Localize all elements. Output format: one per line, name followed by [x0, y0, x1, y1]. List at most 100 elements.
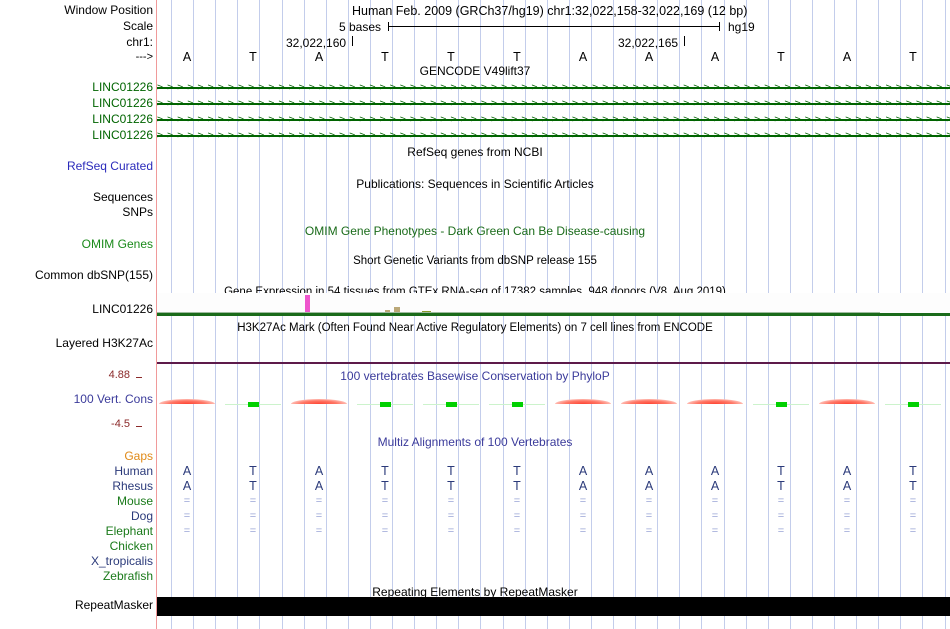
alignment-gap-elephant: = — [183, 525, 191, 537]
alignment-base-human: T — [249, 464, 257, 478]
conservation-axis-min-dash — [136, 426, 142, 427]
strand-arrow-icon: >>>>>>>>>>>>>>>>>>>>>>>>>>>>>>>>>>>>>>>>… — [157, 130, 950, 141]
alignment-gap-mouse: = — [909, 495, 917, 507]
alignment-gap-mouse: = — [843, 495, 851, 507]
alignment-base-rhesus: A — [182, 479, 192, 493]
phylop-conservation-plot[interactable] — [157, 370, 950, 438]
chrom-label: chr1: — [126, 35, 153, 49]
gtex-bar-magenta — [305, 295, 310, 314]
species-label[interactable]: Rhesus — [112, 479, 153, 493]
conservation-datapoint — [248, 402, 259, 407]
alignment-gap-elephant: = — [513, 525, 521, 537]
repeatmasker-feature-bar[interactable] — [157, 597, 950, 616]
strand-arrow-icon: >>>>>>>>>>>>>>>>>>>>>>>>>>>>>>>>>>>>>>>>… — [157, 82, 950, 93]
species-label[interactable]: Mouse — [116, 494, 153, 508]
window-position-label: Window Position — [64, 3, 153, 17]
species-label[interactable]: Human — [114, 464, 153, 478]
sequence-base: A — [842, 50, 852, 64]
layered-h3k27ac-label[interactable]: Layered H3K27Ac — [55, 336, 153, 350]
conservation-axis-max: 4.88 — [108, 369, 130, 381]
gencode-gene-label[interactable]: LINC01226 — [92, 128, 153, 142]
coord-left-label: 32,022,160 — [286, 36, 347, 50]
strand-label: ---> — [135, 51, 153, 63]
conservation-axis-max-dash — [136, 377, 142, 378]
alignment-base-rhesus: T — [777, 479, 785, 493]
alignment-base-rhesus: A — [710, 479, 720, 493]
conservation-datapoint — [291, 399, 347, 404]
alignment-base-human: T — [513, 464, 521, 478]
species-label[interactable]: Zebrafish — [102, 569, 153, 583]
strand-arrow-icon: >>>>>>>>>>>>>>>>>>>>>>>>>>>>>>>>>>>>>>>>… — [157, 98, 950, 109]
alignment-base-human: T — [447, 464, 455, 478]
common-dbsnp-label[interactable]: Common dbSNP(155) — [34, 268, 153, 282]
alignment-gap-elephant: = — [777, 525, 785, 537]
gencode-track-title: GENCODE V49lift37 — [419, 64, 531, 78]
alignment-gap-elephant: = — [315, 525, 323, 537]
alignment-gap-dog: = — [315, 510, 323, 522]
alignment-gap-dog: = — [711, 510, 719, 522]
window-left-edge-line — [156, 0, 157, 629]
omim-genes-label[interactable]: OMIM Genes — [81, 237, 153, 251]
alignment-base-rhesus: A — [842, 479, 852, 493]
gencode-gene-row[interactable]: >>>>>>>>>>>>>>>>>>>>>>>>>>>>>>>>>>>>>>>>… — [157, 130, 950, 142]
alignment-base-rhesus: T — [381, 479, 389, 493]
alignment-gap-dog: = — [645, 510, 653, 522]
species-label[interactable]: Chicken — [109, 539, 153, 553]
alignment-gap-mouse: = — [249, 495, 257, 507]
repeatmasker-label[interactable]: RepeatMasker — [74, 598, 153, 612]
sequence-base: T — [777, 50, 785, 64]
multiz-track-title: Multiz Alignments of 100 Vertebrates — [377, 435, 573, 449]
alignment-gap-elephant: = — [843, 525, 851, 537]
gencode-gene-row[interactable]: >>>>>>>>>>>>>>>>>>>>>>>>>>>>>>>>>>>>>>>>… — [157, 98, 950, 110]
alignment-gap-mouse: = — [645, 495, 653, 507]
alignment-gap-mouse: = — [447, 495, 455, 507]
alignment-gap-elephant: = — [711, 525, 719, 537]
alignment-gap-elephant: = — [447, 525, 455, 537]
gencode-gene-label[interactable]: LINC01226 — [92, 112, 153, 126]
gtex-bar-tan-2 — [394, 307, 400, 314]
alignment-base-human: T — [777, 464, 785, 478]
h3k27ac-baseline — [157, 362, 950, 364]
species-label[interactable]: Elephant — [105, 524, 153, 538]
conservation-datapoint — [512, 402, 523, 407]
species-label[interactable]: X_tropicalis — [90, 554, 153, 568]
alignment-base-human: T — [909, 464, 917, 478]
alignment-gap-elephant: = — [579, 525, 587, 537]
alignment-gap-elephant: = — [249, 525, 257, 537]
sequences-label[interactable]: Sequences — [92, 190, 153, 204]
gtex-gene-label[interactable]: LINC01226 — [92, 302, 153, 316]
alignment-gap-mouse: = — [711, 495, 719, 507]
gencode-gene-label[interactable]: LINC01226 — [92, 96, 153, 110]
conservation-axis-min: -4.5 — [111, 418, 130, 430]
conservation-datapoint — [819, 399, 875, 404]
alignment-base-rhesus: T — [513, 479, 521, 493]
gencode-gene-row[interactable]: >>>>>>>>>>>>>>>>>>>>>>>>>>>>>>>>>>>>>>>>… — [157, 114, 950, 126]
alignment-base-rhesus: A — [314, 479, 324, 493]
alignment-gap-dog: = — [249, 510, 257, 522]
strand-arrow-icon: >>>>>>>>>>>>>>>>>>>>>>>>>>>>>>>>>>>>>>>>… — [157, 114, 950, 125]
h3k27ac-track-title: H3K27Ac Mark (Often Found Near Active Re… — [237, 322, 713, 334]
alignment-base-human: A — [644, 464, 654, 478]
conservation-datapoint — [621, 399, 677, 404]
conservation-label[interactable]: 100 Vert. Cons — [73, 392, 153, 406]
alignment-base-rhesus: T — [249, 479, 257, 493]
conservation-track-title: 100 vertebrates Basewise Conservation by… — [340, 369, 610, 383]
gaps-label[interactable]: Gaps — [124, 449, 153, 463]
sequence-base: T — [513, 50, 521, 64]
sequence-base: A — [710, 50, 720, 64]
assembly-position-title: Human Feb. 2009 (GRCh37/hg19) chr1:32,02… — [352, 4, 748, 18]
coord-left-tick — [352, 36, 353, 46]
refseq-curated-label[interactable]: RefSeq Curated — [66, 159, 153, 173]
gencode-gene-row[interactable]: >>>>>>>>>>>>>>>>>>>>>>>>>>>>>>>>>>>>>>>>… — [157, 82, 950, 94]
sequence-base: T — [447, 50, 455, 64]
alignment-base-rhesus: A — [578, 479, 588, 493]
gtex-expression-plot[interactable] — [157, 293, 950, 314]
gencode-gene-label[interactable]: LINC01226 — [92, 80, 153, 94]
repeatmasker-track-title: Repeating Elements by RepeatMasker — [372, 585, 578, 599]
alignment-gap-dog: = — [381, 510, 389, 522]
snps-label[interactable]: SNPs — [122, 205, 153, 219]
species-label[interactable]: Dog — [130, 509, 153, 523]
coord-right-label: 32,022,165 — [618, 36, 679, 50]
sequence-base: A — [644, 50, 654, 64]
sequence-base: A — [314, 50, 324, 64]
